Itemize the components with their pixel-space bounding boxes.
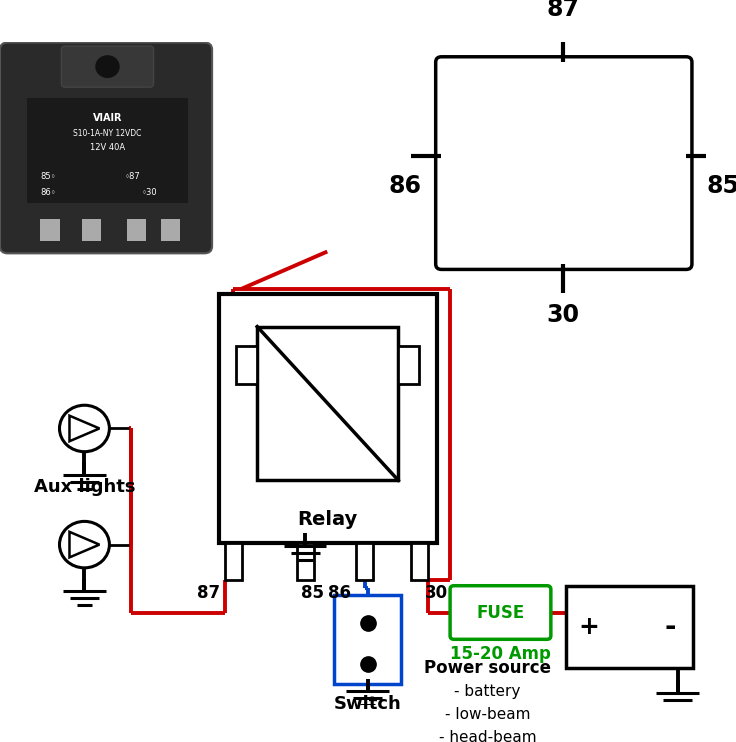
FancyBboxPatch shape — [450, 585, 551, 640]
Bar — [224, 543, 242, 580]
Text: ◦87: ◦87 — [125, 172, 141, 181]
Bar — [356, 543, 373, 580]
Text: 87: 87 — [547, 0, 580, 21]
Text: Power source: Power source — [424, 659, 551, 677]
Text: FUSE: FUSE — [476, 603, 525, 622]
Text: Aux lights: Aux lights — [34, 478, 135, 496]
Bar — [411, 543, 428, 580]
Bar — [297, 543, 314, 580]
Text: 30: 30 — [547, 303, 580, 327]
Text: 86◦: 86◦ — [40, 188, 56, 197]
Bar — [398, 347, 420, 384]
FancyBboxPatch shape — [0, 42, 212, 253]
Bar — [40, 220, 60, 241]
Text: VIAIR: VIAIR — [93, 113, 122, 122]
Bar — [566, 585, 693, 668]
Text: Relay: Relay — [297, 510, 358, 529]
Text: 86: 86 — [389, 174, 422, 198]
Bar — [219, 295, 436, 543]
Text: - head-beam: - head-beam — [439, 730, 537, 742]
Text: Switch: Switch — [333, 695, 401, 713]
Bar — [257, 326, 398, 480]
Text: - low-beam: - low-beam — [445, 707, 530, 722]
Text: S10-1A-NY 12VDC: S10-1A-NY 12VDC — [74, 129, 141, 138]
Bar — [236, 347, 257, 384]
Text: 85◦: 85◦ — [40, 172, 56, 181]
Bar — [27, 98, 188, 203]
Text: +: + — [578, 615, 600, 639]
Text: 30: 30 — [425, 584, 448, 602]
Text: - battery: - battery — [454, 684, 520, 699]
Circle shape — [96, 56, 119, 77]
Bar — [127, 220, 146, 241]
FancyBboxPatch shape — [61, 46, 154, 87]
Text: 12V 40A: 12V 40A — [90, 142, 125, 151]
Text: 86: 86 — [328, 584, 351, 602]
Text: 15-20 Amp: 15-20 Amp — [450, 645, 551, 663]
Text: 85: 85 — [706, 174, 736, 198]
Text: 85: 85 — [301, 584, 325, 602]
Bar — [82, 220, 101, 241]
Text: 87: 87 — [197, 584, 220, 602]
Bar — [334, 594, 401, 684]
Text: -: - — [664, 613, 676, 641]
Text: ◦30: ◦30 — [142, 188, 158, 197]
FancyBboxPatch shape — [436, 57, 692, 269]
Bar — [161, 220, 180, 241]
